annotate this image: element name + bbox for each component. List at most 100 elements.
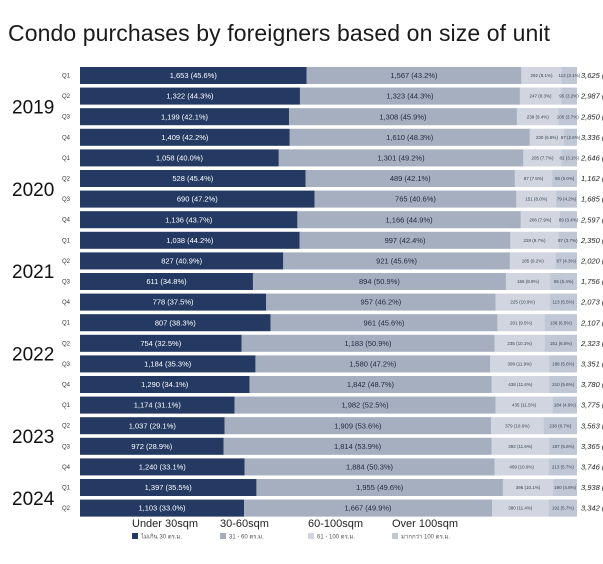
quarter-label: Q1 — [62, 321, 71, 327]
segment-label-60-100sqm: 379 (10.6%) — [505, 423, 530, 428]
segment-label-30-60sqm: 1,580 (47.2%) — [349, 360, 397, 369]
quarter-label: Q1 — [62, 156, 71, 162]
year-label-2022: 2022 — [12, 345, 54, 366]
segment-label-30-60sqm: 894 (50.9%) — [359, 277, 400, 286]
total-label: 3,625 (100.0%) — [581, 71, 603, 80]
segment-label-30-60sqm: 921 (45.6%) — [376, 257, 417, 266]
segment-label-60-100sqm: 225 (10.9%) — [510, 300, 535, 305]
segment-label-under-30sqm: 1,038 (44.2%) — [166, 236, 214, 245]
quarter-label: Q4 — [62, 300, 71, 306]
segment-label-60-100sqm: 156 (8.9%) — [517, 279, 540, 284]
bar-segment-60-100sqm — [502, 479, 554, 496]
bar-row-2024-q2: Q2 1,103 (33.0%) 1,667 (49.9%) 380 (11.4%) 1… — [62, 499, 603, 517]
bar-segment-over-100sqm — [549, 376, 577, 393]
bar-segment-30-60sqm — [244, 458, 495, 476]
bar-row-2023-q4: Q4 1,240 (33.1%) 1,884 (50.3%) 409 (10.9%) 2… — [62, 458, 603, 476]
year-label-2021: 2021 — [12, 262, 54, 283]
legend-swatch — [132, 533, 138, 539]
segment-label-60-100sqm: 228 (9.7%) — [523, 238, 546, 243]
segment-label-over-100sqm: 213 (5.7%) — [552, 464, 575, 469]
segment-label-under-30sqm: 528 (45.4%) — [172, 174, 213, 183]
segment-label-over-100sqm: 184 (4.9%) — [554, 403, 577, 408]
bar-segment-over-100sqm — [561, 87, 577, 105]
bar-row-2022-q4: Q4 1,290 (34.1%) 1,842 (48.7%) 438 (11.6%) 2… — [62, 376, 603, 393]
bar-segment-60-100sqm — [490, 355, 550, 373]
bar-segment-30-60sqm — [234, 396, 496, 414]
segment-label-under-30sqm: 1,409 (42.2%) — [161, 133, 209, 142]
segment-label-over-100sqm: 113 (5.5%) — [553, 300, 575, 305]
legend-label: Under 30sqm — [132, 518, 198, 530]
bar-row-2023-q2: Q2 1,037 (29.1%) 1,909 (53.6%) 379 (10.6%) 2… — [62, 417, 603, 435]
bar-segment-under-30sqm — [80, 128, 290, 146]
segment-label-60-100sqm: 205 (7.7%) — [531, 155, 554, 160]
legend-item-0: Under 30sqm ไม่เกิน 30 ตร.ม. — [132, 518, 198, 541]
bar-segment-30-60sqm — [270, 314, 498, 332]
segment-label-under-30sqm: 972 (28.9%) — [131, 442, 172, 451]
segment-label-under-30sqm: 754 (32.5%) — [140, 339, 181, 348]
bar-segment-30-60sqm — [289, 128, 530, 146]
segment-label-30-60sqm: 1,955 (49.6%) — [356, 483, 404, 492]
total-label: 1,685 (100.0%) — [581, 195, 603, 204]
bar-segment-under-30sqm — [80, 211, 298, 229]
bar-row-2023-q1: Q1 1,174 (31.1%) 1,982 (52.5%) 435 (11.5%) 1… — [62, 396, 603, 414]
segment-label-60-100sqm: 392 (11.6%) — [508, 444, 533, 449]
bar-segment-over-100sqm — [561, 149, 577, 167]
bar-segment-over-100sqm — [552, 396, 577, 414]
year-label-2023: 2023 — [12, 427, 54, 448]
bar-segment-over-100sqm — [550, 273, 577, 290]
bar-row-2023-q3: Q3 972 (28.9%) 1,814 (53.9%) 392 (11.6%) 187… — [62, 437, 603, 455]
bar-row-2020-q2: Q2 528 (45.4%) 489 (42.1%) 87 (7.5%) 58 (5.0… — [62, 170, 603, 187]
bar-row-2020-q1: Q1 1,058 (40.0%) 1,301 (49.2%) 205 (7.7%) 82… — [62, 149, 603, 167]
bar-segment-60-100sqm — [494, 458, 549, 476]
segment-label-30-60sqm: 1,884 (50.3%) — [346, 463, 394, 472]
legend-sublabel: มากกว่า 100 ตร.ม. — [401, 534, 450, 541]
bar-row-2021-q3: Q3 611 (34.8%) 894 (50.9%) 156 (8.9%) 95 (5.… — [62, 273, 603, 290]
segment-label-30-60sqm: 1,982 (52.5%) — [341, 401, 389, 410]
bar-segment-60-100sqm — [494, 334, 545, 352]
segment-label-60-100sqm: 438 (11.6%) — [508, 382, 533, 387]
legend-swatch — [308, 533, 314, 539]
segment-label-over-100sqm: 151 (6.5%) — [550, 341, 573, 346]
quarter-label: Q2 — [62, 506, 71, 512]
bar-segment-over-100sqm — [549, 293, 577, 311]
bar-segment-30-60sqm — [306, 67, 522, 84]
segment-label-under-30sqm: 690 (47.2%) — [177, 195, 218, 204]
bar-segment-60-100sqm — [516, 108, 559, 126]
segment-label-under-30sqm: 611 (34.8%) — [146, 277, 187, 286]
legend-item-2: 60-100sqm 61 - 100 ตร.ม. — [308, 518, 363, 541]
quarter-label: Q3 — [62, 115, 71, 121]
quarter-label: Q3 — [62, 362, 71, 368]
segment-label-60-100sqm: 201 (9.5%) — [510, 320, 533, 325]
total-label: 3,351 (100.0%) — [581, 360, 603, 369]
bar-segment-over-100sqm — [558, 231, 577, 249]
bar-segment-60-100sqm — [495, 293, 550, 311]
bar-segment-under-30sqm — [80, 67, 307, 84]
bar-segment-30-60sqm — [256, 479, 503, 496]
bar-segment-over-100sqm — [560, 211, 577, 229]
segment-label-30-60sqm: 1,323 (44.3%) — [386, 92, 434, 101]
segment-label-over-100sqm: 138 (6.5%) — [550, 320, 573, 325]
total-label: 2,020 (100.0%) — [580, 257, 603, 266]
legend-sublabel: 61 - 100 ตร.ม. — [317, 534, 355, 541]
legend-swatch — [220, 533, 226, 539]
bar-segment-over-100sqm — [548, 458, 577, 476]
quarter-label: Q2 — [62, 94, 71, 100]
bar-segment-60-100sqm — [491, 376, 550, 393]
bar-segment-over-100sqm — [548, 499, 577, 517]
segment-label-30-60sqm: 1,610 (48.3%) — [386, 133, 434, 142]
segment-label-30-60sqm: 489 (42.1%) — [390, 174, 431, 183]
bar-segment-30-60sqm — [252, 273, 506, 290]
total-label: 3,938 (100.0%) — [581, 483, 603, 492]
bar-row-2021-q2: Q2 827 (40.9%) 921 (45.6%) 185 (9.2%) 87 (4.… — [62, 252, 603, 270]
bar-segment-under-30sqm — [80, 355, 256, 373]
legend: Under 30sqm ไม่เกิน 30 ตร.ม. 30-60sqm 31 - … — [132, 518, 458, 541]
bar-row-2022-q1: Q1 807 (38.3%) 961 (45.6%) 201 (9.5%) 138 (6… — [62, 314, 603, 332]
segment-label-60-100sqm: 292 (8.1%) — [530, 73, 553, 78]
bar-row-2019-q4: Q4 1,409 (42.2%) 1,610 (48.3%) 230 (6.9%) 87… — [62, 128, 603, 146]
segment-label-under-30sqm: 1,103 (33.0%) — [138, 504, 186, 513]
segment-label-under-30sqm: 1,037 (29.1%) — [129, 421, 177, 430]
segment-label-30-60sqm: 1,166 (44.9%) — [386, 215, 434, 224]
chart-title: Condo purchases by foreigners based on s… — [8, 20, 551, 46]
segment-label-under-30sqm: 778 (37.5%) — [153, 298, 194, 307]
quarter-label: Q2 — [62, 177, 71, 183]
